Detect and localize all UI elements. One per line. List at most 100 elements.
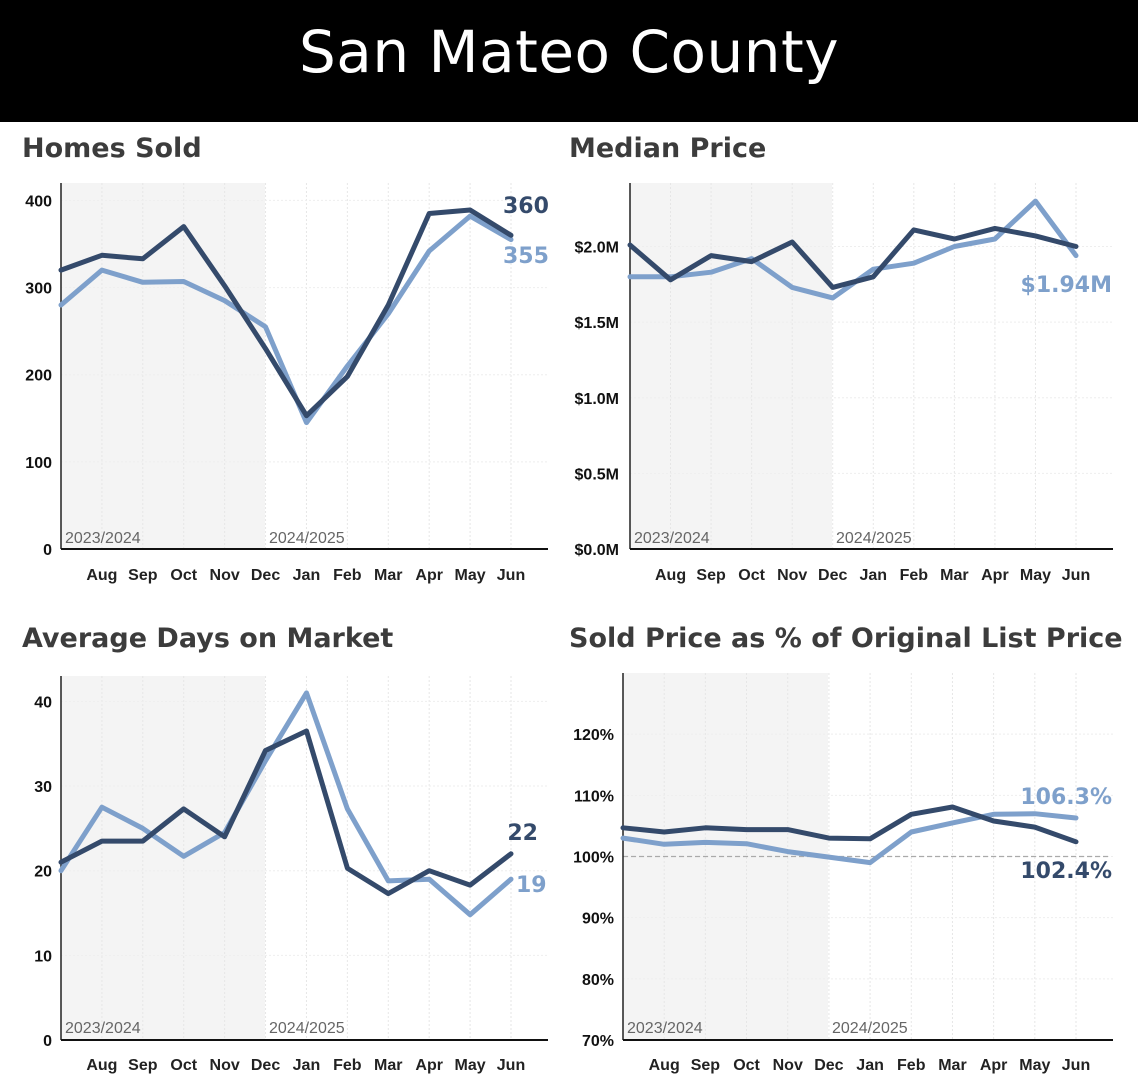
days-on-market-group: 0 10 20 30 40 Aug Sep Oct Nov Dec Jan Feb Mar Apr May J… <box>34 676 548 1074</box>
header-banner: San Mateo County <box>0 0 1138 122</box>
median-price-xtick-label: Oct <box>738 567 765 584</box>
sold-pct-list-xtick-label: May <box>1019 1057 1050 1074</box>
homes-sold-series-current <box>58 207 514 419</box>
median-price-ytick-label: $2.0M <box>575 240 619 257</box>
homes-sold-xtick-label: Oct <box>170 567 197 584</box>
homes-sold-xtick-label: Jun <box>497 567 525 584</box>
sold-pct-list-xtick-label: Mar <box>938 1057 966 1074</box>
days-on-market-xtick-label: Aug <box>86 1057 117 1074</box>
homes-sold-ytick-label: 0 <box>43 542 52 559</box>
sold-pct-list-xtick-label: Sep <box>691 1057 721 1074</box>
sold-pct-list-xtick-label: Apr <box>980 1057 1008 1074</box>
median-price-ytick-label: $1.0M <box>575 391 619 408</box>
days-on-market-xtick-label: Feb <box>333 1057 362 1074</box>
sold-pct-list-ytick-label: 100% <box>573 850 614 867</box>
median-price-xtick-label: Apr <box>981 567 1009 584</box>
median-price-xtick-label: Sep <box>696 567 726 584</box>
sold-pct-list-end-label-previous: 106.3% <box>1020 785 1112 810</box>
homes-sold-series-previous <box>58 213 514 426</box>
days-on-market-series-previous <box>58 690 514 918</box>
sold-pct-list-xtick-label: Oct <box>733 1057 760 1074</box>
sold-pct-list-series-current <box>620 804 1079 845</box>
sold-pct-list-ytick-label: 70% <box>582 1033 614 1050</box>
median-price-xtick-label: Feb <box>900 567 929 584</box>
sold-pct-list-end-label-current: 102.4% <box>1020 859 1112 884</box>
homes-sold-xtick-label: Dec <box>251 567 280 584</box>
homes-sold-xtick-label: Feb <box>333 567 362 584</box>
sold-pct-list-ytick-label: 80% <box>582 972 614 989</box>
homes-sold-end-label-previous: 355 <box>503 244 549 269</box>
median-price-title: Median Price <box>569 133 767 164</box>
days-on-market-xtick-label: Jan <box>293 1057 321 1074</box>
sold-pct-list-series-previous <box>620 811 1079 866</box>
days-on-market-xtick-label: Mar <box>374 1057 402 1074</box>
days-on-market-ytick-label: 0 <box>43 1033 52 1050</box>
median-price-period-label-previous: 2023/2024 <box>634 530 710 547</box>
page-title: San Mateo County <box>298 18 840 86</box>
sold-pct-list-ytick-label: 90% <box>582 911 614 928</box>
sold-pct-list-xtick-label: Nov <box>773 1057 803 1074</box>
homes-sold-ytick-label: 400 <box>25 193 52 210</box>
median-price-end-label-previous: $1.94M <box>1021 273 1112 298</box>
homes-sold-ytick-label: 200 <box>25 368 52 385</box>
days-on-market-xtick-label: Oct <box>170 1057 197 1074</box>
days-on-market-period-label-current: 2024/2025 <box>269 1020 345 1037</box>
homes-sold-ytick-label: 100 <box>25 455 52 472</box>
days-on-market-ytick-label: 30 <box>34 779 52 796</box>
homes-sold-xtick-label: Jan <box>293 567 321 584</box>
sold-pct-list-period-label-previous: 2023/2024 <box>627 1020 703 1037</box>
homes-sold-period-label-current: 2024/2025 <box>269 530 345 547</box>
sold-pct-list-title: Sold Price as % of Original List Price <box>569 623 1123 654</box>
days-on-market-ytick-label: 20 <box>34 864 52 881</box>
median-price-xtick-label: Aug <box>655 567 686 584</box>
homes-sold-xtick-label: Mar <box>374 567 402 584</box>
days-on-market-xtick-label: Dec <box>251 1057 280 1074</box>
homes-sold-end-label-current: 360 <box>503 194 549 219</box>
median-price-period-shade <box>630 183 832 549</box>
median-price-xtick-label: Jun <box>1062 567 1090 584</box>
homes-sold-period-label-previous: 2023/2024 <box>65 530 141 547</box>
sold-pct-list-ytick-label: 110% <box>574 788 614 805</box>
median-price-group: $0.0M $0.5M $1.0M $1.5M $2.0M Aug Sep Oct Nov Dec… <box>575 183 1113 584</box>
median-price-xtick-label: Dec <box>818 567 847 584</box>
days-on-market-end-label-previous: 19 <box>516 873 547 898</box>
days-on-market-period-shade <box>61 676 265 1040</box>
days-on-market-series-current <box>58 728 514 897</box>
days-on-market-xtick-label: Sep <box>128 1057 158 1074</box>
sold-pct-list-group: 70% 80% 90% 100% 110% 120% Aug Sep Oct Nov Dec Jan F… <box>573 673 1113 1074</box>
median-price-series-current <box>627 225 1079 290</box>
days-on-market-xtick-label: May <box>455 1057 486 1074</box>
homes-sold-title: Homes Sold <box>22 133 202 164</box>
median-price-xtick-label: Jan <box>859 567 887 584</box>
sold-pct-list-xtick-label: Feb <box>897 1057 926 1074</box>
homes-sold-xtick-label: Nov <box>210 567 240 584</box>
sold-pct-list-period-label-current: 2024/2025 <box>832 1020 908 1037</box>
sold-pct-list-xtick-label: Jun <box>1062 1057 1090 1074</box>
median-price-ytick-label: $0.0M <box>575 542 619 559</box>
median-price-xtick-label: Nov <box>777 567 807 584</box>
days-on-market-ytick-label: 40 <box>34 694 52 711</box>
sold-pct-list-xtick-label: Aug <box>649 1057 680 1074</box>
homes-sold-xtick-label: May <box>455 567 486 584</box>
days-on-market-xtick-label: Apr <box>415 1057 443 1074</box>
sold-pct-list-period-shade <box>623 673 828 1040</box>
sold-pct-list-xtick-label: Dec <box>814 1057 843 1074</box>
homes-sold-period-shade <box>61 183 265 549</box>
sold-pct-list-xtick-label: Jan <box>856 1057 884 1074</box>
median-price-ytick-label: $0.5M <box>575 466 619 483</box>
days-on-market-period-label-previous: 2023/2024 <box>65 1020 141 1037</box>
days-on-market-title: Average Days on Market <box>22 623 394 654</box>
homes-sold-xtick-label: Sep <box>128 567 158 584</box>
median-price-xtick-label: May <box>1020 567 1051 584</box>
median-price-xtick-label: Mar <box>940 567 968 584</box>
median-price-period-label-current: 2024/2025 <box>836 530 912 547</box>
homes-sold-xtick-label: Aug <box>86 567 117 584</box>
days-on-market-ytick-label: 10 <box>34 948 52 965</box>
homes-sold-xtick-label: Apr <box>415 567 443 584</box>
homes-sold-ytick-label: 300 <box>25 281 52 298</box>
homes-sold-group: 0 100 200 300 400 Aug Sep Oct Nov Dec Jan Feb Mar Apr… <box>25 183 549 584</box>
days-on-market-xtick-label: Jun <box>497 1057 525 1074</box>
days-on-market-xtick-label: Nov <box>210 1057 240 1074</box>
sold-pct-list-ytick-label: 120% <box>573 727 614 744</box>
